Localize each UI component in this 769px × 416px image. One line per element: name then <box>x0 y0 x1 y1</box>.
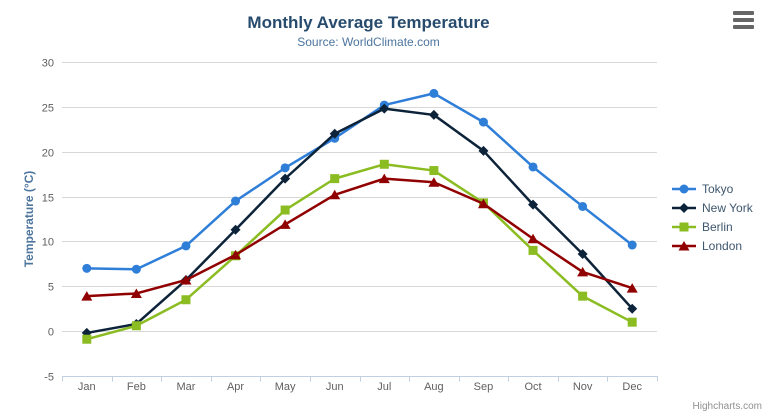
legend-item-new-york[interactable]: New York <box>671 198 753 217</box>
x-axis-label: Apr <box>227 381 244 393</box>
new-york-point-jul[interactable] <box>379 103 390 114</box>
y-axis-label: 0 <box>48 327 54 339</box>
berlin-point-feb[interactable] <box>131 321 141 331</box>
london-triangle-icon <box>672 240 696 250</box>
y-axis-label: 10 <box>42 237 54 249</box>
x-axis-label: Nov <box>573 381 593 393</box>
london-point-mar[interactable] <box>180 275 192 285</box>
series-berlin <box>82 159 637 344</box>
hamburger-icon <box>733 11 754 15</box>
new-york-point-jun[interactable] <box>329 128 340 139</box>
legend-item-berlin[interactable]: Berlin <box>671 217 753 236</box>
london-point-jul[interactable] <box>378 173 390 184</box>
london-point-feb[interactable] <box>130 288 142 298</box>
new-york-point-may[interactable] <box>280 173 291 184</box>
legend: Tokyo New York Berlin London <box>671 179 753 255</box>
berlin-point-dec[interactable] <box>627 317 637 327</box>
y-axis-label: 25 <box>42 103 54 115</box>
x-axis-label: Oct <box>524 381 541 393</box>
tokyo-line <box>85 92 634 271</box>
berlin-point-aug[interactable] <box>429 166 439 176</box>
berlin-point-nov[interactable] <box>578 291 588 301</box>
new-york-point-aug[interactable] <box>428 109 439 120</box>
tokyo-point-aug[interactable] <box>429 88 439 98</box>
london-point-sep[interactable] <box>477 198 489 209</box>
tokyo-point-may[interactable] <box>280 163 290 173</box>
tokyo-point-oct[interactable] <box>528 162 538 172</box>
berlin-square-icon <box>672 222 696 231</box>
x-axis-label: Mar <box>176 381 195 393</box>
new-york-point-oct[interactable] <box>528 199 539 210</box>
london-line <box>85 177 634 298</box>
y-axis-label: -5 <box>44 372 54 384</box>
x-axis-label: Jan <box>78 381 96 393</box>
tokyo-point-sep[interactable] <box>478 117 488 127</box>
y-axis-label: 30 <box>42 58 54 70</box>
y-axis-title: Temperature (°C) <box>22 170 36 268</box>
legend-label: Tokyo <box>702 181 734 196</box>
legend-label: Berlin <box>702 219 733 234</box>
chart-subtitle: Source: WorldClimate.com <box>297 35 440 49</box>
series-tokyo <box>82 88 637 274</box>
y-axis-label: 15 <box>42 193 54 205</box>
x-axis-label: Aug <box>424 381 444 393</box>
y-axis-label: 5 <box>48 282 54 294</box>
legend-label: London <box>702 238 743 253</box>
hamburger-icon <box>733 25 754 29</box>
export-menu-button[interactable] <box>733 11 755 29</box>
london-point-jan[interactable] <box>81 291 93 301</box>
tokyo-point-mar[interactable] <box>181 241 191 251</box>
berlin-line <box>85 163 634 341</box>
series-london <box>81 173 638 301</box>
x-axis-label: Feb <box>127 381 146 393</box>
tokyo-point-feb[interactable] <box>131 264 141 274</box>
tokyo-point-dec[interactable] <box>627 240 637 250</box>
berlin-point-mar[interactable] <box>181 295 191 305</box>
hamburger-icon <box>733 18 754 22</box>
new-york-point-apr[interactable] <box>230 224 241 235</box>
x-axis-label: Dec <box>622 381 642 393</box>
berlin-point-may[interactable] <box>280 205 290 215</box>
new-york-point-nov[interactable] <box>577 248 588 259</box>
x-axis-label: May <box>275 381 296 393</box>
berlin-point-jan[interactable] <box>82 334 92 344</box>
berlin-point-jul[interactable] <box>379 159 389 169</box>
x-axis-label: Jun <box>326 381 344 393</box>
london-point-nov[interactable] <box>577 266 589 277</box>
london-point-oct[interactable] <box>527 233 539 244</box>
london-point-dec[interactable] <box>626 283 638 293</box>
tokyo-circle-icon <box>672 184 696 193</box>
new-york-point-sep[interactable] <box>478 145 489 156</box>
new-york-diamond-icon <box>672 202 696 213</box>
london-point-apr[interactable] <box>230 249 242 260</box>
london-point-may[interactable] <box>279 219 291 229</box>
legend-item-london[interactable]: London <box>671 236 753 255</box>
x-axis-label: Jul <box>377 381 391 393</box>
legend-item-tokyo[interactable]: Tokyo <box>671 179 753 198</box>
x-axis-label: Sep <box>474 381 494 393</box>
series-new-york <box>81 103 638 338</box>
tokyo-point-nov[interactable] <box>578 201 588 211</box>
london-point-aug[interactable] <box>428 177 440 187</box>
y-axis-label: 20 <box>42 148 54 160</box>
tokyo-point-apr[interactable] <box>231 196 241 206</box>
london-point-jun[interactable] <box>329 189 341 200</box>
credits-link[interactable]: Highcharts.com <box>692 401 762 412</box>
new-york-point-dec[interactable] <box>627 303 638 314</box>
tokyo-point-jan[interactable] <box>82 263 92 273</box>
chart-title: Monthly Average Temperature <box>247 13 490 32</box>
berlin-point-oct[interactable] <box>528 245 538 255</box>
berlin-point-jun[interactable] <box>330 174 340 184</box>
new-york-line <box>85 107 634 335</box>
legend-label: New York <box>702 200 753 215</box>
